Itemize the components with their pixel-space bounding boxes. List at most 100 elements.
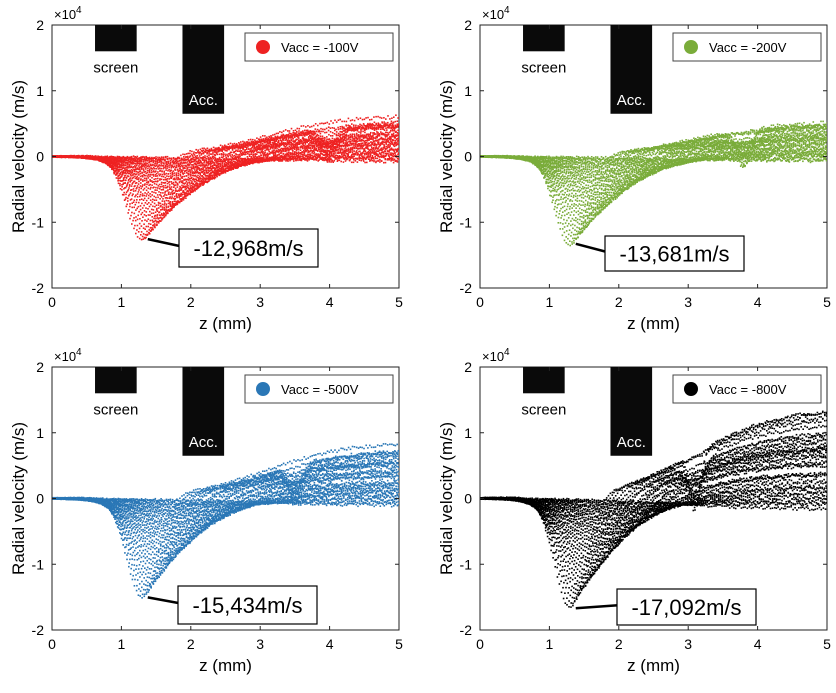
data-point <box>286 150 288 152</box>
data-point <box>263 154 265 156</box>
data-point <box>237 156 239 158</box>
data-point <box>179 198 181 200</box>
data-point <box>149 172 151 174</box>
data-point <box>194 169 196 171</box>
data-point <box>350 134 352 136</box>
data-point <box>364 154 366 156</box>
data-point <box>159 179 161 181</box>
data-point <box>219 154 221 156</box>
data-point <box>387 145 389 147</box>
data-point <box>247 156 249 158</box>
data-point <box>177 200 179 202</box>
data-point <box>363 160 365 162</box>
data-point <box>163 172 165 174</box>
data-point <box>146 190 148 192</box>
data-point <box>304 141 306 143</box>
data-point <box>234 162 236 164</box>
data-point <box>389 156 391 158</box>
data-point <box>342 149 344 151</box>
data-point <box>364 135 366 137</box>
data-point <box>394 142 396 144</box>
data-point <box>288 150 290 152</box>
data-point <box>297 160 299 162</box>
data-point <box>119 173 121 175</box>
data-point <box>331 153 333 155</box>
data-point <box>198 165 200 167</box>
data-point <box>384 142 386 144</box>
data-point <box>329 155 331 157</box>
data-point <box>202 159 204 161</box>
data-point <box>332 135 334 137</box>
data-point <box>360 145 362 147</box>
data-point <box>156 168 158 170</box>
data-point <box>363 123 365 125</box>
data-point <box>253 156 255 158</box>
data-point <box>162 174 164 176</box>
data-point <box>199 170 201 172</box>
data-point <box>124 168 126 170</box>
data-point <box>160 186 162 188</box>
data-point <box>222 154 224 156</box>
data-point <box>389 132 391 134</box>
data-point <box>153 175 155 177</box>
data-point <box>346 141 348 143</box>
data-point <box>236 162 238 164</box>
data-point <box>159 188 161 190</box>
data-point <box>148 185 150 187</box>
data-point <box>151 168 153 170</box>
data-point <box>282 157 284 159</box>
data-point <box>386 153 388 155</box>
data-point <box>206 156 208 158</box>
data-point <box>390 154 392 156</box>
data-point <box>151 170 153 172</box>
data-point <box>155 211 157 213</box>
data-point <box>207 167 209 169</box>
data-point <box>371 149 373 151</box>
data-point <box>253 145 255 147</box>
data-point <box>250 148 252 150</box>
data-point <box>343 161 345 163</box>
data-point <box>139 161 141 163</box>
data-point <box>245 158 247 160</box>
data-point <box>207 175 209 177</box>
data-point <box>145 202 147 204</box>
data-point <box>350 138 352 140</box>
data-point <box>156 189 158 191</box>
data-point <box>244 154 246 156</box>
data-point <box>234 167 236 169</box>
data-point <box>139 199 141 201</box>
data-point <box>254 150 256 152</box>
data-point <box>267 147 269 149</box>
data-point <box>153 171 155 173</box>
data-point <box>324 129 326 131</box>
data-point <box>351 144 353 146</box>
data-point <box>140 194 142 196</box>
data-point <box>146 211 148 213</box>
data-point <box>255 156 257 158</box>
data-point <box>258 160 260 162</box>
data-point <box>171 181 173 183</box>
data-point <box>180 189 182 191</box>
data-point <box>140 185 142 187</box>
data-point <box>317 150 319 152</box>
data-point <box>365 140 367 142</box>
data-point <box>148 218 150 220</box>
data-point <box>384 158 386 160</box>
data-point <box>225 162 227 164</box>
data-point <box>249 150 251 152</box>
data-point <box>209 159 211 161</box>
data-point <box>161 165 163 167</box>
data-point <box>200 174 202 176</box>
data-point <box>112 163 114 165</box>
data-point <box>228 158 230 160</box>
data-point <box>133 188 135 190</box>
data-point <box>338 151 340 153</box>
data-point <box>300 142 302 144</box>
data-point <box>148 174 150 176</box>
data-point <box>346 153 348 155</box>
data-point <box>391 147 393 149</box>
data-point <box>385 136 387 138</box>
data-point <box>309 148 311 150</box>
data-point <box>285 142 287 144</box>
data-point <box>359 138 361 140</box>
